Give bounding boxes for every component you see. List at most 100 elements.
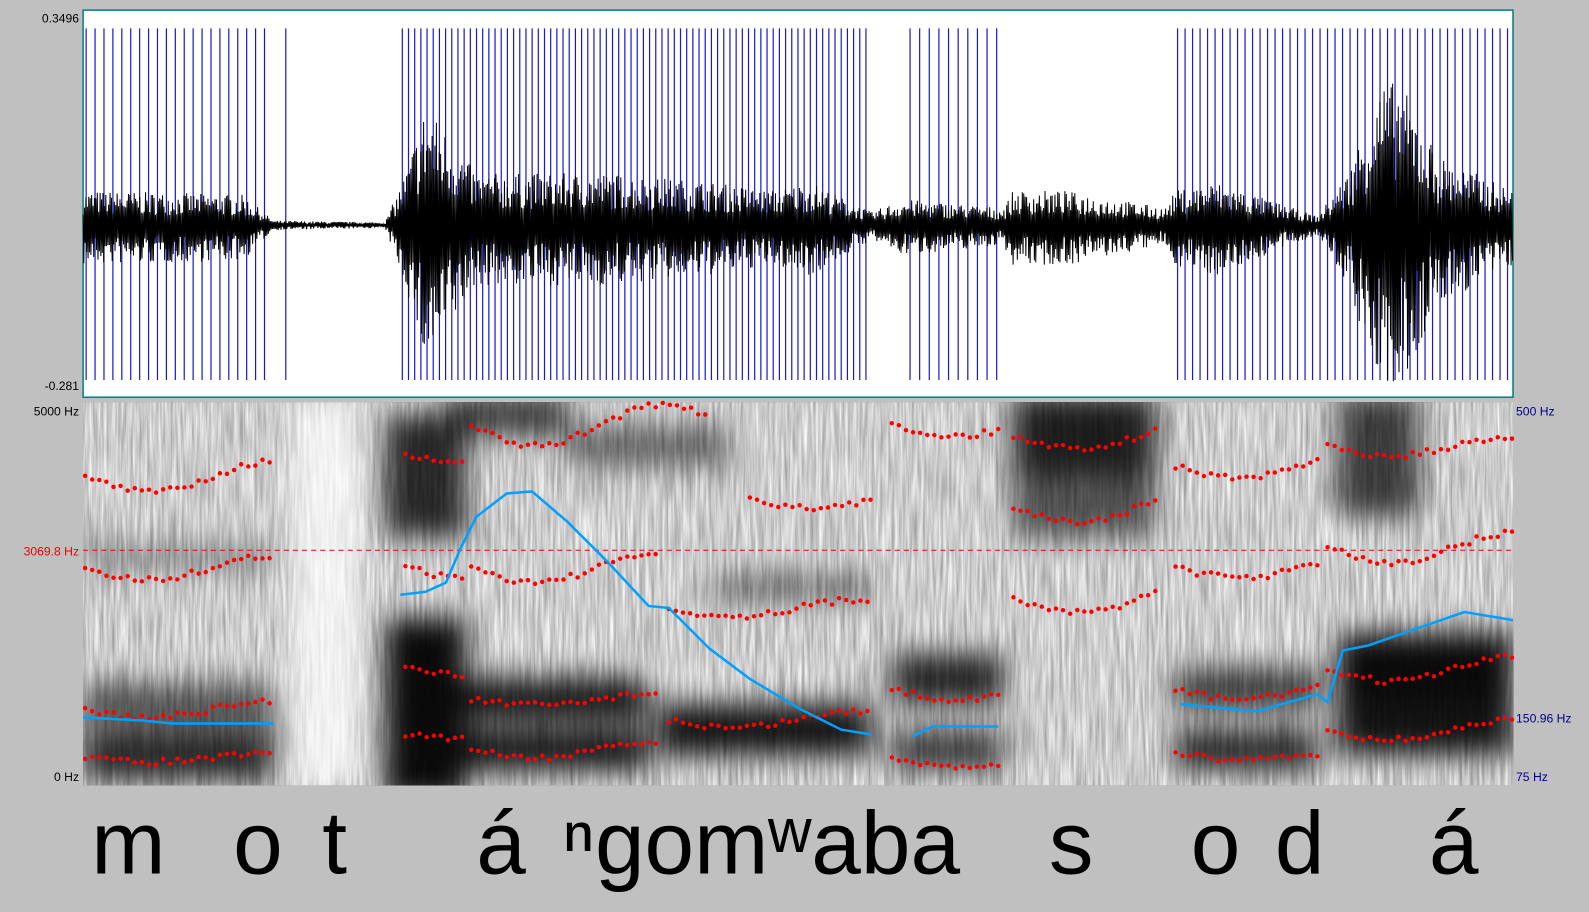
formant-dot [653,741,657,745]
formant-dot [225,472,229,476]
formant-dot [1347,673,1351,677]
formant-dot [533,582,537,586]
formant-dot [830,602,834,606]
formant-dot [1396,454,1400,458]
formant-dot [218,703,222,707]
formant-dot [1347,734,1351,738]
formant-dot [403,564,407,568]
formant-dot [808,603,812,607]
formant-dot [1011,436,1015,440]
formant-dot [716,723,720,727]
formant-dot [1418,737,1422,741]
formant-dot [533,757,537,761]
formant-dot [424,455,428,459]
formant-dot [196,755,200,759]
formant-dot [483,570,487,574]
formant-dot [1244,756,1248,760]
formant-dot [154,716,158,720]
formant-dot [1354,673,1358,677]
formant-dot [439,571,443,575]
formant-dot [1325,728,1329,732]
formant-dot [597,697,601,701]
formant-dot [182,485,186,489]
formant-dot [897,423,901,427]
formant-dot [639,406,643,410]
formant-dot [1418,452,1422,456]
formant-dot [667,720,671,724]
formant-dot [1432,732,1436,736]
formant-dot [858,711,862,715]
formant-dot [961,699,965,703]
formant-dot [844,598,848,602]
formant-dot [794,606,798,610]
formant-dot [1025,509,1029,513]
formant-dot [1237,697,1241,701]
formant-dot [982,428,986,432]
formant-dot [1325,668,1329,672]
formant-dot [1180,463,1184,467]
formant-dot [1146,502,1150,506]
formant-dot [1496,535,1500,539]
formant-dot [1503,437,1507,441]
formant-dot [1153,426,1157,430]
formant-dot [417,731,421,735]
formant-dot [865,709,869,713]
formant-dot [125,757,129,761]
formant-dot [568,754,572,758]
formant-dot [653,552,657,556]
formant-dot [918,431,922,435]
formant-dot [161,713,165,717]
formant-dot [688,722,692,726]
formant-dot [1347,447,1351,451]
formant-dot [1340,448,1344,452]
formant-dot [260,556,264,560]
formant-dot [1481,656,1485,660]
formant-dot [953,432,957,436]
formant-dot [723,614,727,618]
segment-label: s [1049,792,1094,892]
formant-dot [975,435,979,439]
formant-dot [1075,522,1079,526]
formant-dot [946,434,950,438]
formant-dot [1047,445,1051,449]
formant-dot [762,501,766,505]
formant-dot [1332,547,1336,551]
formant-dot [203,479,207,483]
formant-dot [854,503,858,507]
formant-dot [1332,444,1336,448]
formant-dot [625,691,629,695]
formant-dot [125,713,129,717]
formant-dot [1410,736,1414,740]
formant-dot [961,432,965,436]
formant-dot [961,764,965,768]
formant-dot [561,700,565,704]
formant-dot [776,505,780,509]
formant-dot [1460,665,1464,669]
formant-dot [161,579,165,583]
formant-dot [1032,441,1036,445]
formant-dot [911,689,915,693]
formant-dot [904,428,908,432]
formant-dot [1488,658,1492,662]
formant-dot [1230,574,1234,578]
formant-dot [83,566,87,570]
formant-dot [1340,731,1344,735]
formant-dot [745,616,749,620]
formant-dot [1403,456,1407,460]
formant-dot [453,460,457,464]
formant-dot [453,736,457,740]
formant-dot [769,503,773,507]
formant-dot [133,486,137,490]
formant-dot [547,441,551,445]
formant-dot [1075,608,1079,612]
formant-dot [554,443,558,447]
formant-dot [490,749,494,753]
formant-dot [1202,571,1206,575]
formant-dot [1061,443,1065,447]
formant-dot [939,697,943,701]
formant-dot [104,710,108,714]
formant-dot [1040,604,1044,608]
formant-dot [639,742,643,746]
formant-dot [611,415,615,419]
formant-dot [819,506,823,510]
